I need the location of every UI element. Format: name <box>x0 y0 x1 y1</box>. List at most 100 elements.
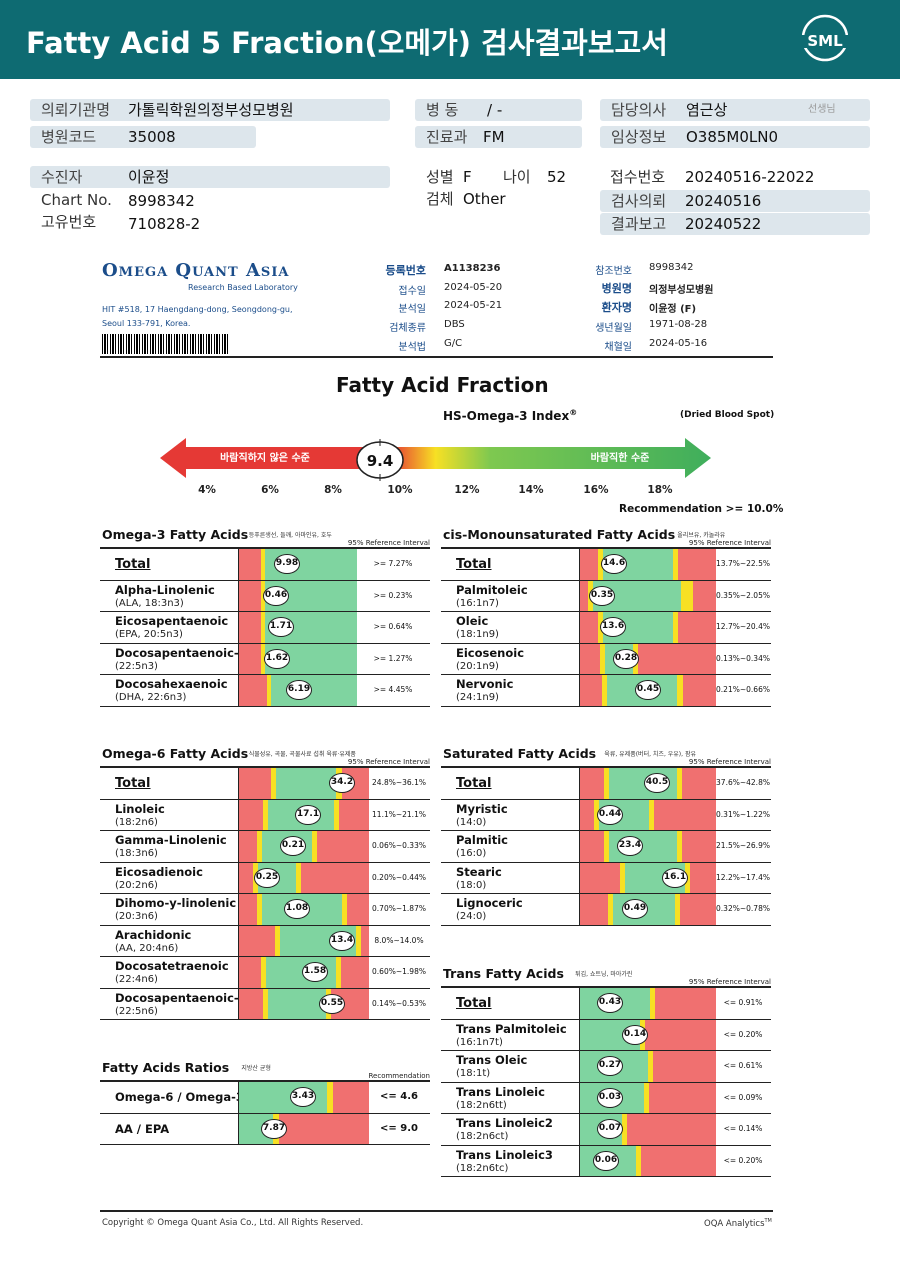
fatty-acid-name: Stearic <box>456 864 502 879</box>
range-segment <box>263 988 268 1019</box>
range-segment <box>339 799 369 830</box>
value-marker: 40.5 <box>644 773 670 793</box>
fatty-acid-name: Nervonic <box>456 677 514 691</box>
fatty-acid-name: Total <box>456 996 492 1011</box>
receipt-label: 접수번호 <box>610 168 666 186</box>
range-segment <box>276 768 336 799</box>
index-tick-label: 4% <box>198 484 216 496</box>
range-segment <box>239 862 253 893</box>
omega6-table-top <box>100 766 430 768</box>
value-marker: 0.03 <box>597 1087 623 1108</box>
fatty-acid-name: Lignoceric <box>456 896 523 910</box>
anal-label: 분석일 <box>398 304 426 315</box>
unique-value: 710828-2 <box>128 215 201 233</box>
anal-value: 2024-05-21 <box>444 300 503 311</box>
fatty-acid-abbr: (20:1n9) <box>456 660 499 672</box>
reference-interval: <= 0.61% <box>723 1061 763 1070</box>
ward-field: 병 동 / - <box>415 99 582 121</box>
oqa-logo: Omega Quant Asia <box>102 260 290 281</box>
range-bar: 9.98 <box>238 549 357 580</box>
omega3-table-top <box>100 547 430 549</box>
range-bar: 3.43 <box>238 1082 369 1113</box>
value-marker: 0.35 <box>589 585 615 606</box>
range-segment <box>271 675 357 706</box>
value-marker: 13.4 <box>329 930 355 951</box>
range-segment <box>653 1051 716 1082</box>
range-bar: 13.6 <box>579 612 716 643</box>
reference-interval: 0.13%~0.34% <box>716 653 770 663</box>
range-segment <box>342 894 347 925</box>
table-row: Trans Linoleic3 (18:2n6tc) 0.06 <= 0.20% <box>441 1145 771 1177</box>
reference-interval: 0.14%~0.53% <box>372 998 426 1008</box>
mono-section-note: 올리브유, 카놀라유 <box>677 532 726 539</box>
omega3-index-gauge: 바람직하지 않은 수준 바람직한 수준 9.4 <box>160 438 711 481</box>
method-value: G/C <box>444 338 463 349</box>
range-bar: 0.14 <box>579 1019 716 1050</box>
fatty-acid-name: Dihomo-y-linolenic <box>115 896 237 910</box>
table-row: Palmitic (16:0) 23.4 21.5%~26.9% <box>441 831 771 863</box>
value-marker: 1.71 <box>268 617 294 637</box>
range-segment <box>239 831 257 862</box>
value-marker: 0.07 <box>597 1119 623 1139</box>
table-row: Total 40.5 37.6%~42.8% <box>441 768 771 800</box>
reference-interval: 12.7%~20.4% <box>716 622 770 631</box>
reference-interval: <= 0.09% <box>723 1092 763 1102</box>
reference-interval: 21.5%~26.9% <box>716 841 770 850</box>
value-marker: 0.27 <box>597 1056 623 1076</box>
index-tick-label: 18% <box>647 484 673 496</box>
range-segment <box>580 862 620 893</box>
range-bar: 0.21 <box>238 831 369 862</box>
fatty-acid-abbr: (24:0) <box>456 911 487 922</box>
report-title: Fatty Acid 5 Fraction(오메가) 검사결과보고서 <box>26 26 668 60</box>
reference-interval: 11.1%~21.1% <box>372 809 426 819</box>
mono-ref-header: 95% Reference Interval <box>688 539 771 547</box>
range-segment <box>673 612 678 643</box>
value-marker: 0.45 <box>635 680 661 700</box>
table-row: Total 0.43 <= 0.91% <box>441 988 771 1020</box>
fatty-acid-name: Trans Linoleic <box>456 1084 545 1099</box>
range-segment <box>693 580 716 611</box>
range-segment <box>312 831 317 862</box>
fatty-acid-abbr: (DHA, 22:6n3) <box>115 692 187 703</box>
range-bar: 0.25 <box>238 862 369 893</box>
range-bar: 1.62 <box>238 643 357 674</box>
range-segment <box>261 549 265 580</box>
omega6-section-note: 식물성유, 곡물, 곡물사료 섭취 육류·유제품 <box>248 751 356 758</box>
table-row: Total 9.98 >= 7.27% <box>100 549 430 581</box>
range-segment <box>239 580 261 611</box>
range-segment <box>334 799 339 830</box>
table-row: Total 34.2 24.8%~36.1% <box>100 768 430 800</box>
range-segment <box>361 925 369 956</box>
table-row: AA / EPA 7.87 <= 9.0 <box>100 1113 430 1145</box>
range-segment <box>678 612 716 643</box>
fatty-acid-abbr: (14:0) <box>456 816 487 828</box>
fatty-acid-name: Total <box>115 776 151 791</box>
range-segment <box>649 1082 716 1113</box>
range-segment <box>602 675 607 706</box>
value-marker: 14.6 <box>601 554 627 574</box>
saturated-section-note: 육류, 유제품(버터, 치즈, 우유), 팜유 <box>604 751 696 758</box>
hosp-value: 의정부성모병원 <box>649 285 714 296</box>
lab-divider <box>100 356 773 358</box>
reg-value: A1138236 <box>444 263 501 274</box>
range-bar: 16.1 <box>579 862 716 893</box>
fatty-acid-abbr: (18:2n6tt) <box>456 1099 507 1111</box>
range-segment <box>296 862 301 893</box>
fatty-acid-name: Alpha-Linolenic <box>115 582 215 597</box>
saturated-section-title: Saturated Fatty Acids <box>443 746 597 761</box>
range-bar: 34.2 <box>238 768 369 799</box>
fatty-acid-abbr: (24:1n9) <box>456 692 499 703</box>
fatty-acid-name: Total <box>456 557 492 572</box>
range-bar: 17.1 <box>238 799 369 830</box>
reference-interval: 37.6%~42.8% <box>716 778 770 787</box>
report-header: Fatty Acid 5 Fraction(오메가) 검사결과보고서 SML <box>0 0 900 79</box>
spec-label: 검체종류 <box>389 323 426 334</box>
table-row: Eicosapentaenoic (EPA, 20:5n3) 1.71 >= 0.64… <box>100 612 430 644</box>
fatty-acid-name: Myristic <box>456 801 508 816</box>
value-marker: 0.49 <box>622 899 648 919</box>
reference-interval: <= 0.20% <box>723 1155 763 1165</box>
range-segment <box>675 894 680 925</box>
range-bar: 40.5 <box>579 768 716 799</box>
saturated-table-top <box>441 766 771 768</box>
reference-interval: 0.32%~0.78% <box>716 904 770 913</box>
